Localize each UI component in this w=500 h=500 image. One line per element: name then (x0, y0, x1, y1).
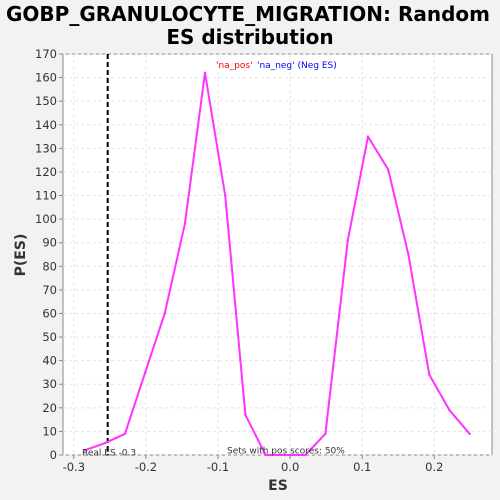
data-point (428, 373, 431, 376)
chart-title-line1: GOBP_GRANULOCYTE_MIGRATION: Random (6, 2, 490, 26)
y-tick-label: 130 (35, 141, 57, 155)
y-tick-label: 20 (42, 401, 57, 415)
y-tick-label: 140 (35, 118, 57, 132)
y-tick-label: 170 (35, 47, 57, 61)
plot-area (62, 53, 493, 456)
data-point (203, 71, 207, 75)
data-point (346, 239, 349, 242)
y-tick-label: 10 (42, 424, 57, 438)
x-tick-label: -0.2 (135, 460, 157, 474)
data-point (244, 413, 247, 417)
data-point (264, 453, 267, 457)
y-tick-label: 60 (42, 306, 57, 320)
y-tick-label: 90 (42, 236, 57, 250)
y-tick-label: 160 (35, 71, 57, 85)
x-tick-label: -0.1 (207, 460, 229, 474)
y-axis-ticks: 0 10 20 30 40 50 60 70 80 90 100 110 120 130 140 150 160… (35, 47, 63, 462)
y-tick-label: 80 (42, 259, 57, 273)
legend-pos-label: 'na_pos' (216, 61, 253, 71)
x-tick-label: 0.1 (353, 460, 371, 474)
data-point (224, 194, 227, 197)
y-tick-label: 70 (42, 283, 57, 297)
real-es-label: Real ES -0.3 (82, 449, 136, 459)
data-point (468, 432, 471, 435)
data-point (366, 135, 370, 138)
y-tick-label: 150 (35, 94, 57, 108)
chart-title-line2: ES distribution (166, 25, 333, 49)
pos-scores-annotation: Sets with pos scores: 50% (227, 447, 345, 457)
y-tick-label: 120 (35, 165, 57, 179)
data-point (143, 371, 147, 374)
x-tick-label: 0.2 (425, 460, 443, 474)
y-tick-label: 50 (42, 330, 57, 344)
data-point (103, 442, 107, 445)
y-axis-label: P(ES) (13, 234, 29, 277)
x-axis-ticks: -0.3 -0.2 -0.1 0.0 0.1 0.2 (63, 455, 443, 474)
data-point (83, 449, 86, 452)
data-point (163, 312, 166, 315)
x-tick-label: 0.0 (281, 460, 299, 474)
data-point (448, 408, 451, 412)
data-point (407, 253, 410, 256)
y-tick-label: 0 (50, 448, 57, 462)
data-point (304, 453, 307, 457)
x-axis-label: ES (268, 478, 288, 494)
grid (63, 53, 492, 456)
y-tick-label: 110 (35, 189, 57, 203)
data-point (386, 168, 390, 171)
data-point (324, 432, 327, 435)
series-points (83, 71, 471, 457)
x-tick-label: -0.3 (63, 460, 85, 474)
y-tick-label: 30 (42, 377, 57, 391)
data-point (283, 453, 287, 457)
es-distribution-series-line (84, 71, 471, 456)
y-tick-label: 100 (35, 212, 57, 226)
data-point (123, 432, 127, 435)
data-point (183, 222, 187, 226)
legend-neg-label: 'na_neg' (Neg ES) (257, 61, 337, 71)
y-tick-label: 40 (42, 354, 57, 368)
